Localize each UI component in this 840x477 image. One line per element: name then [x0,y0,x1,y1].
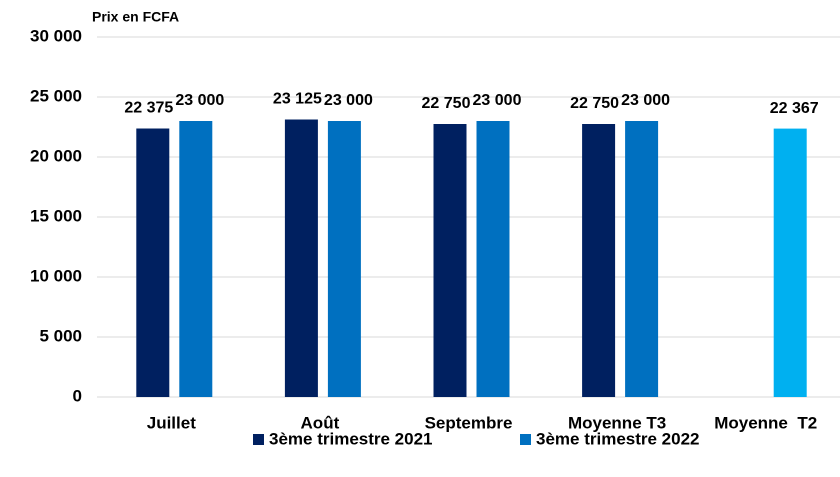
y-tick-label: 5 000 [39,326,82,345]
legend-label: 3ème trimestre 2021 [269,429,433,448]
legend-label: 3ème trimestre 2022 [536,429,700,448]
x-tick-label: Août [301,413,340,432]
value-label: 22 375 [124,100,173,117]
y-tick-label: 25 000 [30,86,82,105]
x-tick-label: Septembre [425,413,513,432]
value-label: 22 750 [570,95,619,112]
y-tick-label: 10 000 [30,266,82,285]
value-label: 23 000 [621,92,670,109]
x-tick-label: Moyenne T3 [568,413,666,432]
bar [327,121,361,397]
x-tick-label: Moyenne T2 [714,413,817,432]
y-tick-label: 30 000 [30,26,82,45]
legend-swatch [520,434,531,445]
y-axis-label: Prix en FCFA [92,9,179,25]
bar [284,119,318,397]
y-tick-label: 15 000 [30,206,82,225]
bar [476,121,510,397]
bar [625,121,659,397]
value-label: 23 000 [473,92,522,109]
bar [582,124,616,397]
value-label: 22 750 [422,95,471,112]
bar [179,121,213,397]
value-label: 22 367 [770,100,819,117]
y-tick-label: 0 [73,386,82,405]
bar [433,124,467,397]
value-label: 23 125 [273,91,322,108]
value-label: 23 000 [175,92,224,109]
value-label: 23 000 [324,92,373,109]
bar [136,128,170,397]
y-tick-label: 20 000 [30,146,82,165]
legend-swatch [253,434,264,445]
bar [773,128,807,397]
x-tick-label: Juillet [147,413,196,432]
